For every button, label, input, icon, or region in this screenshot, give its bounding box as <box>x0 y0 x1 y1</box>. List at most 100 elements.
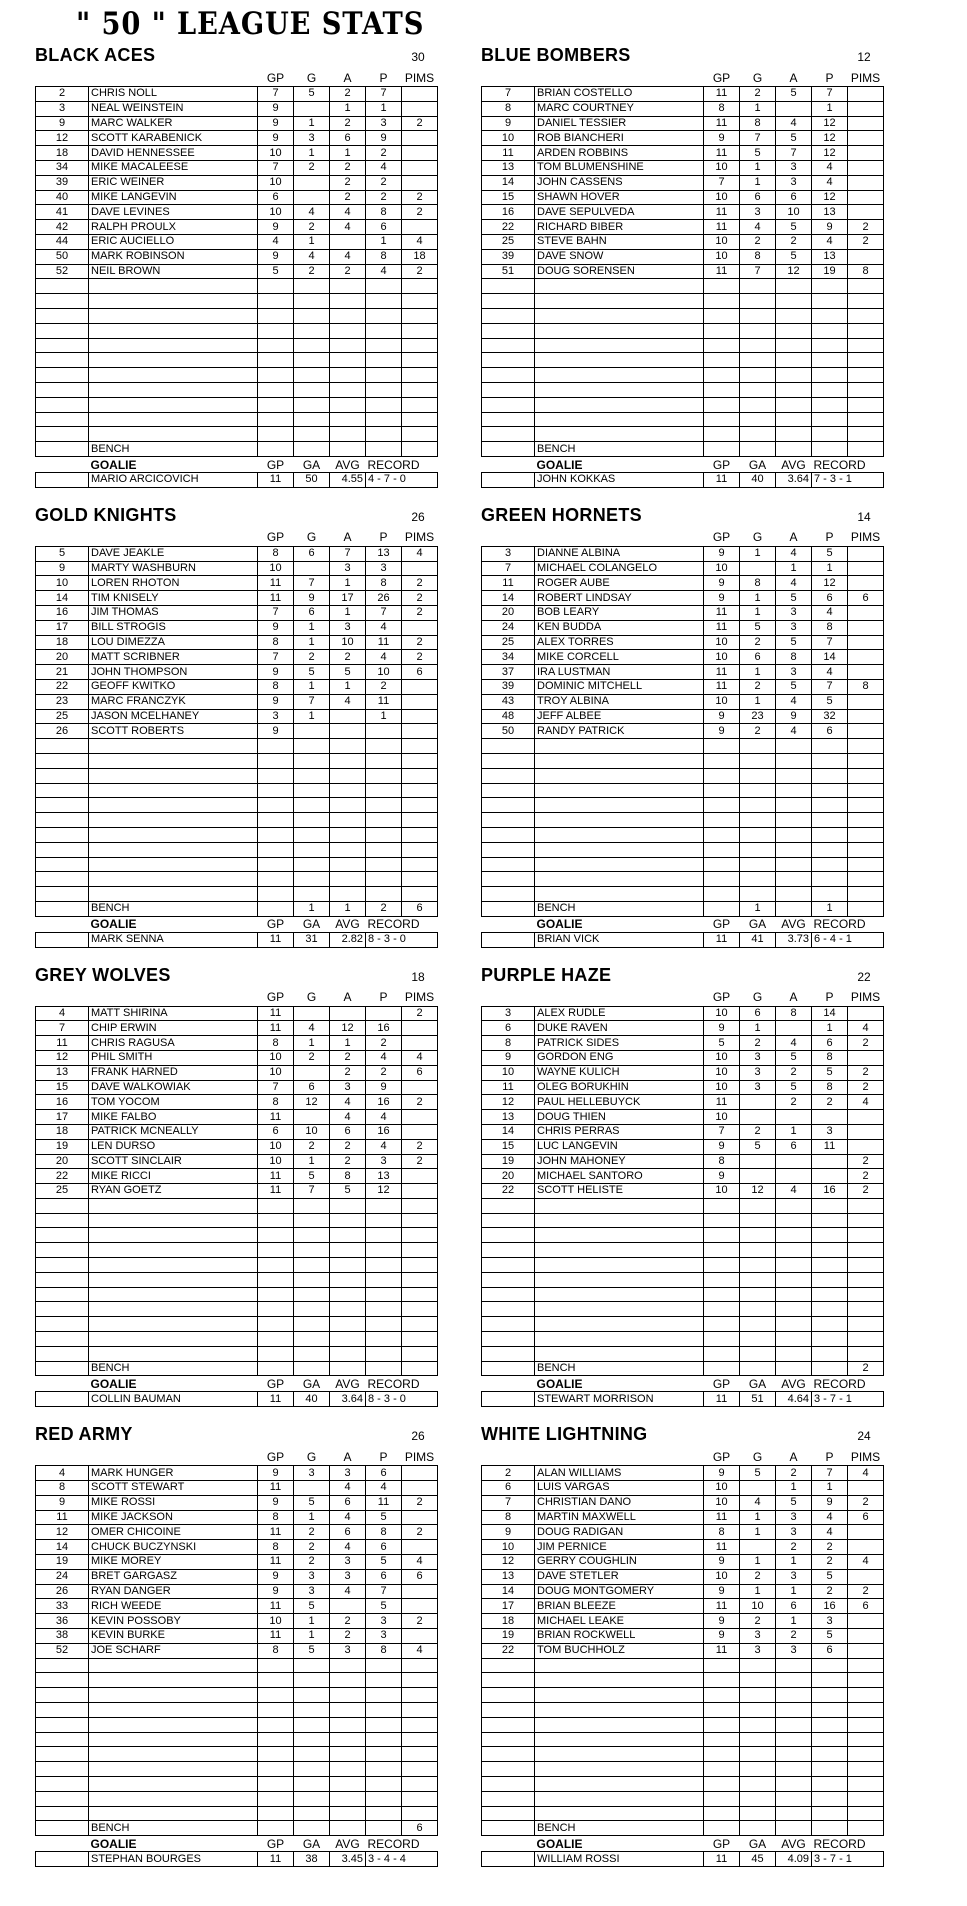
goalie-column-record: RECORD <box>813 917 866 932</box>
stat-cell-a: 6 <box>329 1123 366 1140</box>
stat-cell-a <box>775 100 812 117</box>
bench-stat-g <box>739 441 776 458</box>
stat-cell-a <box>329 337 366 354</box>
stat-cell-p: 12 <box>811 575 848 592</box>
stat-cell-gp: 11 <box>257 1628 294 1644</box>
player-row <box>481 841 884 858</box>
stat-cell-p: 3 <box>365 560 402 577</box>
player-number-cell: 14 <box>35 1539 89 1556</box>
player-number-cell: 18 <box>481 1613 535 1630</box>
player-row: 51 DOUG SORENSEN 11 7 12 19 8 <box>481 263 884 280</box>
player-number-cell <box>35 1212 89 1229</box>
player-row: 11 OLEG BORUKHIN 10 3 5 8 2 <box>481 1079 884 1096</box>
stat-cell-gp <box>703 1716 740 1733</box>
player-number-cell: 22 <box>35 1168 89 1185</box>
column-header-pims: PIMS <box>404 1449 435 1464</box>
team-header: BLACK ACES 30 <box>35 45 438 70</box>
player-number-cell: 12 <box>35 1049 89 1066</box>
player-name-cell <box>534 411 704 428</box>
stat-cell-a: 5 <box>775 86 812 102</box>
player-number-cell: 15 <box>481 189 535 206</box>
stat-cell-pims <box>401 1301 438 1318</box>
team-name: RED ARMY <box>35 1424 133 1445</box>
stat-cell-gp <box>703 841 740 858</box>
stat-cell-g: 7 <box>293 575 330 592</box>
goalie-number-cell <box>481 1391 535 1408</box>
stat-cell-gp <box>703 352 740 369</box>
bench-row: BENCH 2 <box>481 1360 884 1377</box>
stat-cell-gp <box>257 738 294 754</box>
player-name-cell: MIKE JACKSON <box>88 1509 258 1526</box>
stat-cell-pims <box>401 1657 438 1674</box>
stat-cell-a: 5 <box>775 590 812 606</box>
player-number-cell: 16 <box>481 204 535 221</box>
stat-cell-gp: 10 <box>257 560 294 577</box>
bench-stat-pims <box>847 900 884 917</box>
stat-cell-pims <box>401 1746 438 1763</box>
column-header-gp: GP <box>266 70 285 85</box>
player-number-cell <box>481 1271 535 1288</box>
player-name-cell <box>88 767 258 784</box>
player-name-cell: CHRIS RAGUSA <box>88 1035 258 1051</box>
stat-cell-g <box>293 352 330 369</box>
stat-cell-gp <box>703 411 740 428</box>
bench-stat-p <box>365 1820 402 1837</box>
player-row <box>481 826 884 843</box>
bench-number-cell <box>35 1820 89 1837</box>
player-row: 3 ALEX RUDLE 10 6 8 14 <box>481 1005 884 1022</box>
player-row <box>35 1775 438 1792</box>
player-name-cell <box>534 1702 704 1718</box>
stat-cell-pims <box>401 1480 438 1496</box>
player-row <box>481 278 884 295</box>
goalie-column-ga: GA <box>302 917 321 932</box>
player-name-cell <box>88 1672 258 1689</box>
stat-cell-gp: 9 <box>257 1583 294 1600</box>
column-header-gp: GP <box>266 1449 285 1464</box>
goalie-header-row: GOALIE GP GA AVG RECORD <box>482 916 884 932</box>
player-number-cell <box>481 767 535 784</box>
stat-cell-p: 5 <box>811 1064 848 1081</box>
player-name-cell <box>534 1301 704 1318</box>
spacer-cell <box>89 70 258 87</box>
stat-cell-p: 7 <box>811 634 848 651</box>
stat-cell-p <box>365 1345 402 1362</box>
stat-cell-a: 3 <box>329 1079 366 1096</box>
stat-cell-gp: 9 <box>703 1465 740 1482</box>
stat-cell-a <box>329 1227 366 1244</box>
column-header-p: P <box>379 70 388 85</box>
player-row: 18 MICHAEL LEAKE 9 2 1 3 <box>481 1613 884 1630</box>
stat-cell-p: 6 <box>811 590 848 606</box>
player-name-cell: MARC FRANCZYK <box>88 693 258 710</box>
column-header-gp: GP <box>266 530 285 545</box>
player-number-cell <box>35 426 89 443</box>
stat-cell-p: 2 <box>811 1094 848 1111</box>
player-row: 10 LOREN RHOTON 11 7 1 8 2 <box>35 575 438 592</box>
player-name-cell: JOHN MAHONEY <box>534 1153 704 1170</box>
player-name-cell: IRA LUSTMAN <box>534 664 704 680</box>
stat-cell-p: 4 <box>811 664 848 680</box>
player-name-cell <box>88 841 258 858</box>
stat-cell-p <box>365 841 402 858</box>
spacer-cell <box>36 1836 89 1852</box>
stat-cell-g: 1 <box>293 708 330 725</box>
stat-cell-gp: 10 <box>257 1138 294 1155</box>
player-row <box>481 396 884 413</box>
player-number-cell: 10 <box>481 1539 535 1556</box>
bench-stat-g: 1 <box>293 900 330 917</box>
player-number-cell <box>35 1227 89 1244</box>
stat-cell-gp: 8 <box>257 1035 294 1051</box>
stat-cell-gp <box>703 1687 740 1703</box>
goalie-column-ga: GA <box>748 917 767 932</box>
player-number-cell <box>35 1716 89 1733</box>
player-number-cell <box>35 411 89 428</box>
bench-number-cell <box>481 441 535 458</box>
stat-cell-g <box>739 337 776 354</box>
stat-cell-a <box>775 426 812 443</box>
stat-cell-p: 12 <box>811 145 848 162</box>
stat-cell-gp: 5 <box>257 263 294 280</box>
player-number-cell: 19 <box>35 1138 89 1155</box>
stat-cell-gp <box>257 826 294 843</box>
stat-cell-a <box>329 1687 366 1703</box>
player-number-cell <box>35 1286 89 1303</box>
player-row <box>481 1746 884 1763</box>
